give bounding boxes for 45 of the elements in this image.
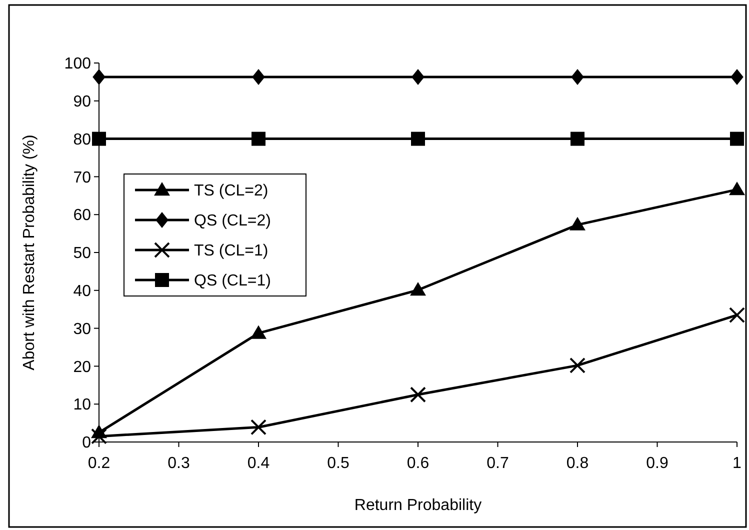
y-axis-title: Abort with Restart Probability (%) — [21, 134, 38, 370]
point — [91, 428, 107, 444]
y-tick-label: 70 — [73, 169, 92, 186]
point — [92, 69, 106, 86]
point — [250, 419, 266, 436]
point — [92, 132, 106, 146]
y-tick-label: 40 — [73, 283, 92, 300]
point — [570, 132, 584, 146]
point — [412, 69, 424, 86]
legend-label: QS (CL=2) — [194, 212, 271, 230]
point — [570, 357, 586, 374]
x-tick-label: 0.6 — [406, 455, 430, 472]
x-tick-label: 0.9 — [646, 455, 668, 472]
y-tick-label: 50 — [73, 245, 92, 262]
x-tick-label: 0.4 — [247, 455, 270, 472]
point — [729, 182, 745, 196]
point — [570, 216, 586, 230]
point — [411, 132, 425, 146]
y-tick-label: 60 — [73, 207, 92, 224]
x-tick-label: 0.5 — [327, 455, 350, 472]
y-tick-label: 20 — [73, 358, 92, 376]
x-tick-label: 0.2 — [88, 455, 110, 472]
point — [571, 69, 584, 86]
point — [729, 307, 745, 324]
x-tick-label: 0.7 — [486, 455, 509, 472]
legend-label: TS (CL=1) — [194, 242, 268, 260]
y-tick-label: 30 — [73, 320, 92, 338]
point — [252, 69, 265, 86]
y-tick-label: 100 — [64, 56, 92, 73]
point — [730, 69, 744, 86]
point — [250, 325, 266, 339]
point — [730, 132, 744, 146]
x-axis-title: Return Probability — [354, 497, 482, 514]
x-tick-label: 1 — [732, 455, 742, 472]
y-tick-label: 80 — [73, 131, 92, 148]
point — [252, 132, 266, 146]
point — [410, 386, 426, 403]
x-tick-label: 0.8 — [566, 455, 589, 472]
legend-label: QS (CL=1) — [194, 272, 271, 290]
y-tick-label: 90 — [73, 94, 92, 110]
y-tick-label: 0 — [82, 434, 92, 452]
legend-label: TS (CL=2) — [194, 182, 268, 200]
y-tick-label: 10 — [73, 396, 92, 414]
x-tick-label: 0.3 — [168, 455, 190, 472]
point — [410, 282, 426, 296]
